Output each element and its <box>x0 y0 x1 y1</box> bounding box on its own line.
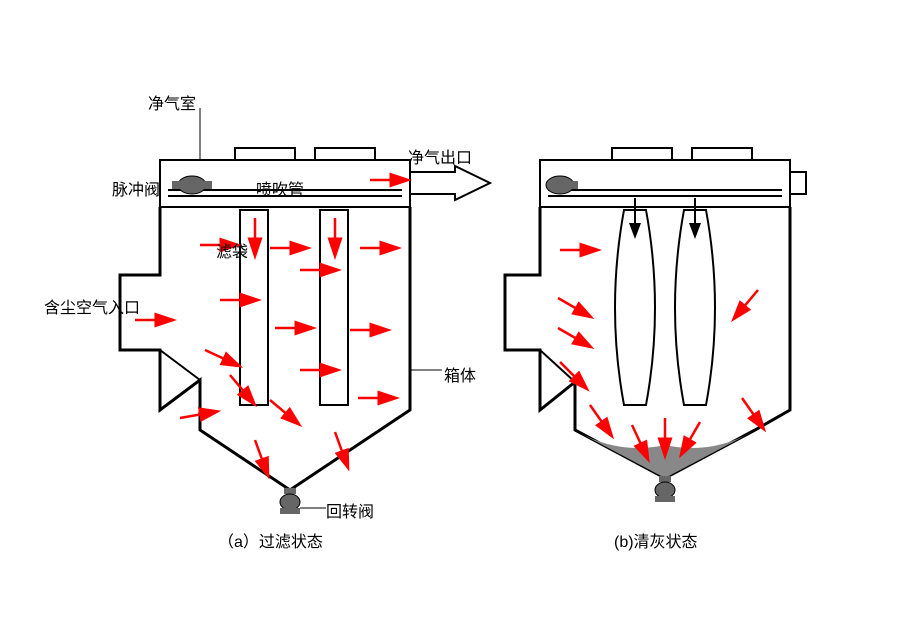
caption-b: (b)清灰状态 <box>614 528 698 552</box>
flow-arrow <box>255 440 263 461</box>
flow-arrow <box>180 414 202 418</box>
label-filter-bag: 滤袋 <box>216 238 248 262</box>
flow-arrow <box>632 425 641 445</box>
flow-arrow <box>590 405 603 423</box>
label-dusty-air-inlet: 含尘空气入口 <box>44 294 140 318</box>
flow-arrow <box>742 398 755 416</box>
diagram-a <box>120 108 490 514</box>
label-rotary-valve: 回转阀 <box>326 498 374 522</box>
flow-arrow <box>689 422 700 441</box>
label-pulse-valve: 脉冲阀 <box>112 176 160 200</box>
flow-arrow <box>558 298 577 309</box>
flow-arrow <box>205 350 225 359</box>
flow-arrow <box>230 375 244 392</box>
flow-arrow <box>558 328 577 339</box>
diagram-b <box>505 148 806 502</box>
label-blow-pipe: 喷吹管 <box>256 176 304 200</box>
flow-arrow <box>270 400 287 414</box>
flow-arrow <box>744 290 758 307</box>
label-clean-air-chamber: 净气室 <box>148 90 196 114</box>
label-clean-air-outlet: 净气出口 <box>408 144 472 168</box>
caption-a: （a）过滤状态 <box>218 528 323 552</box>
label-housing: 箱体 <box>444 362 476 386</box>
flow-arrow <box>335 432 343 453</box>
